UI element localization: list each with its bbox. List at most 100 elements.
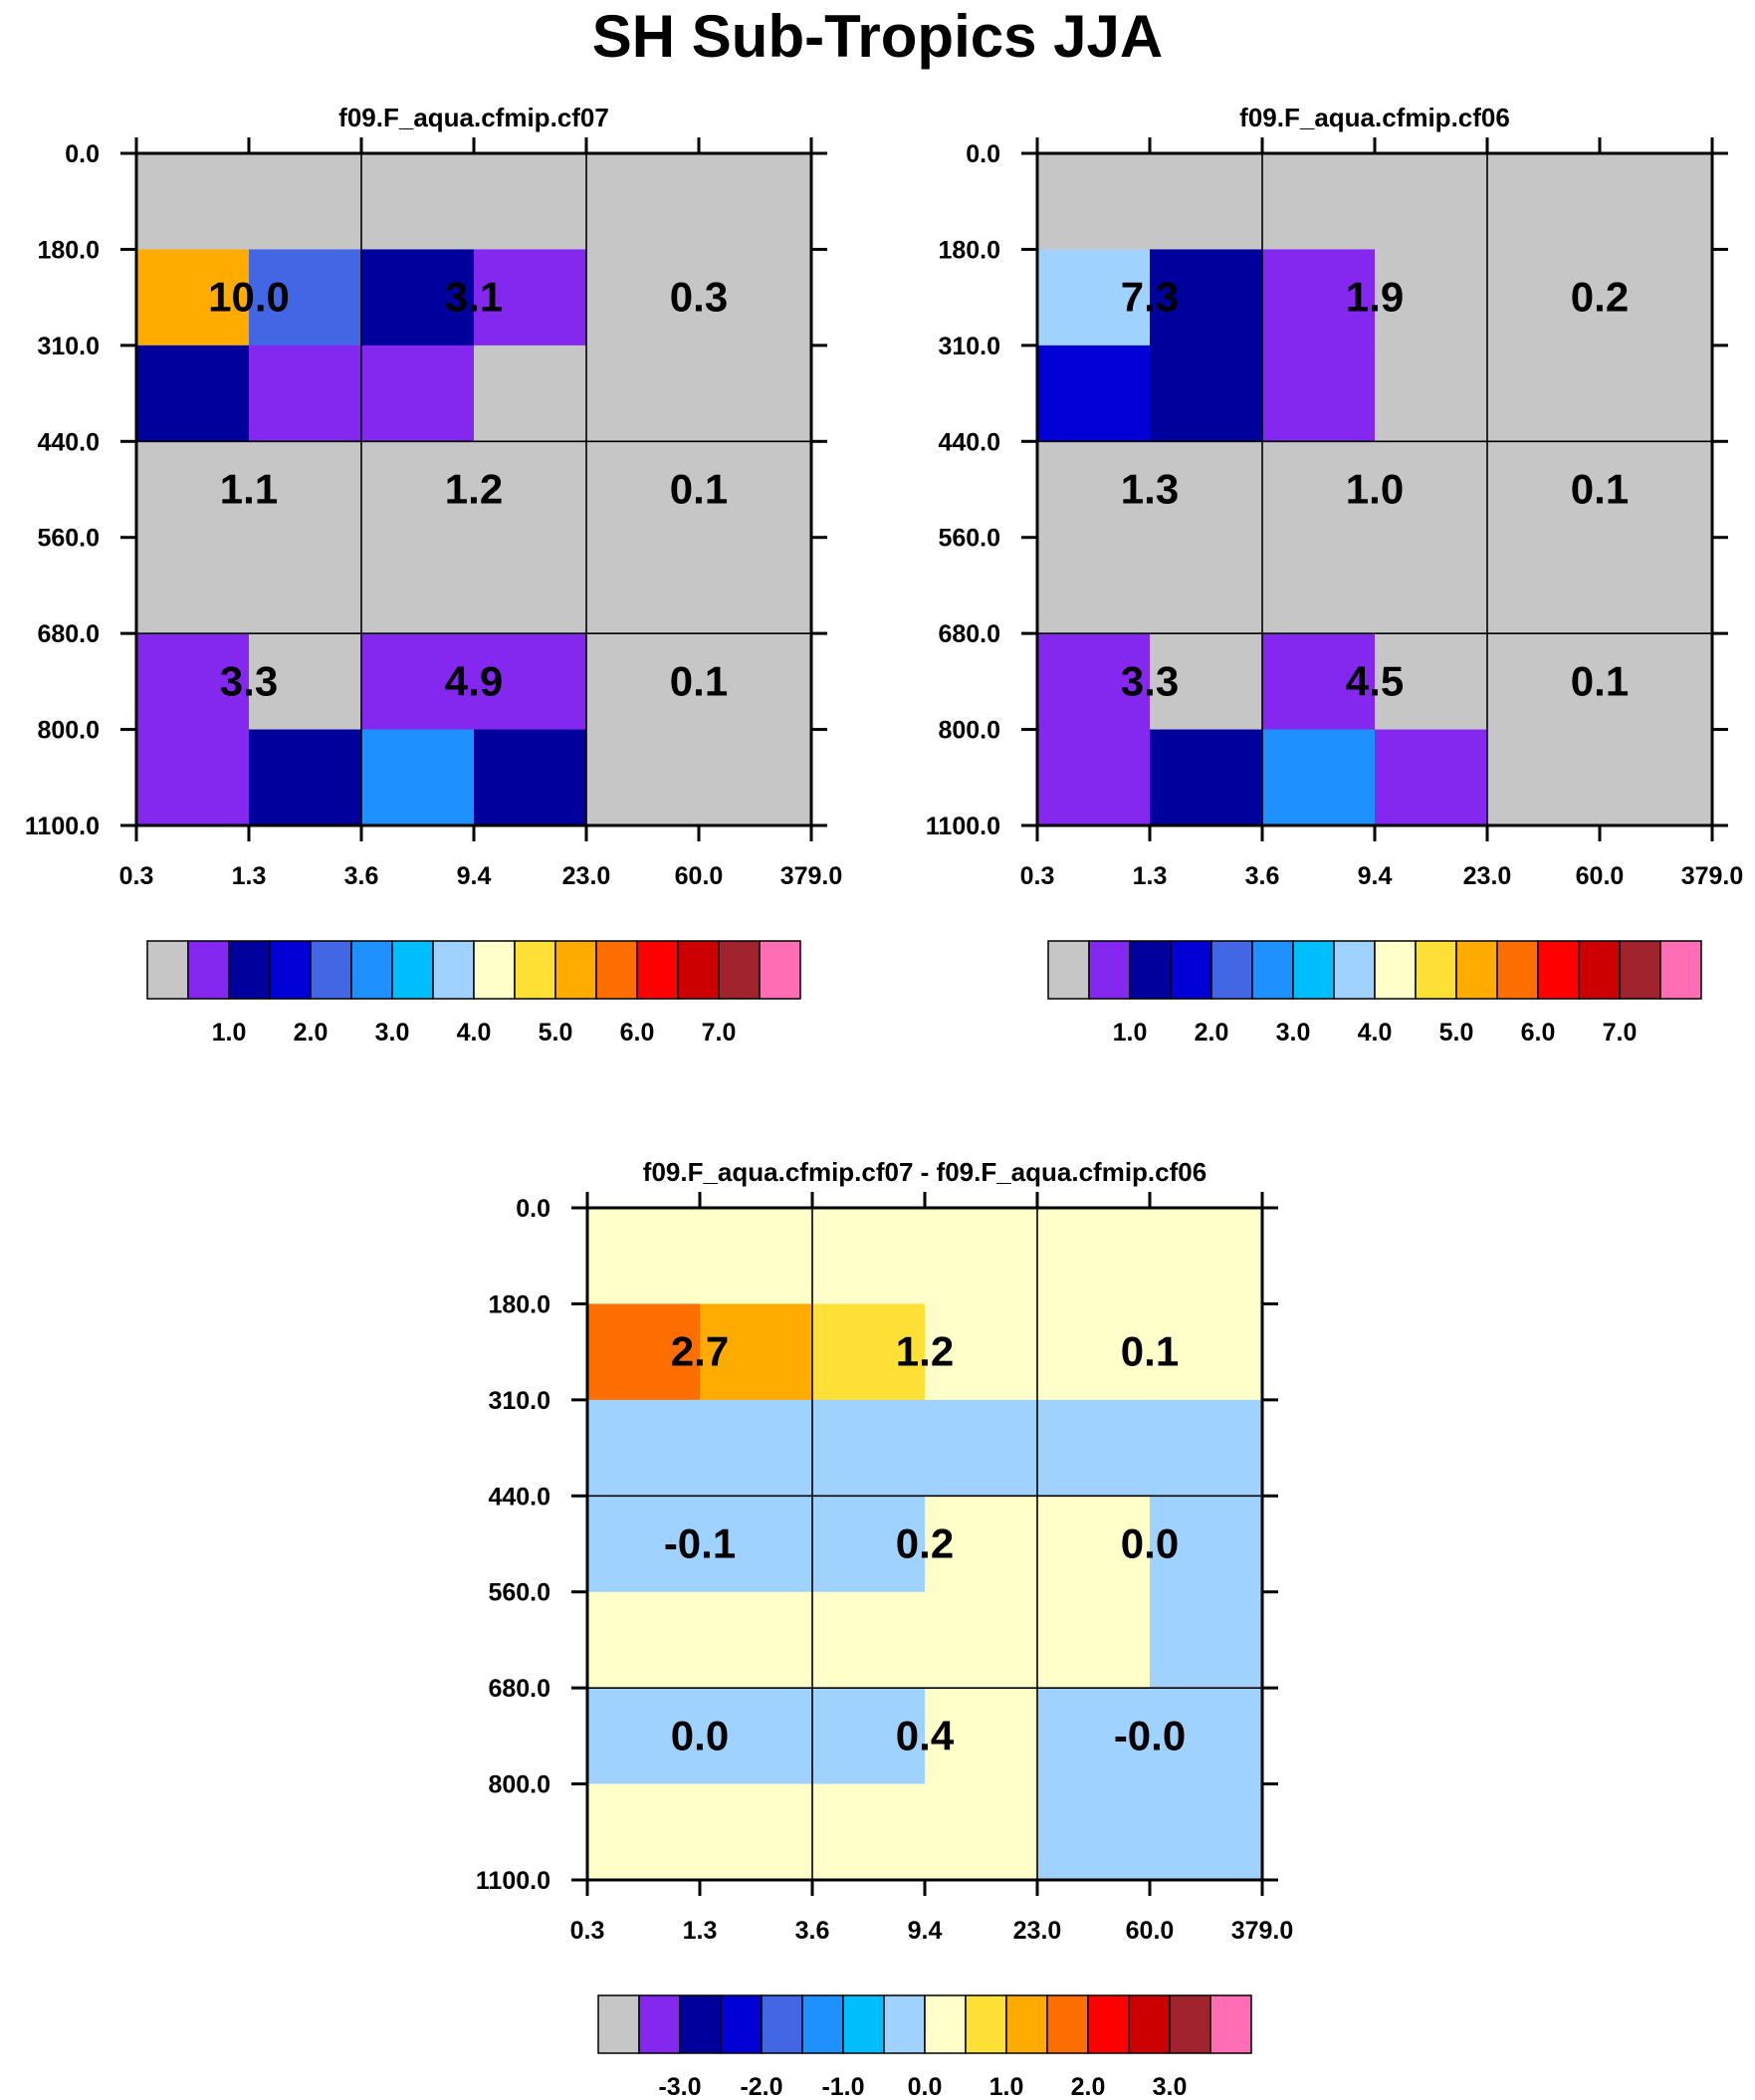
colorbar-box — [1129, 940, 1172, 1000]
colorbar-box — [636, 940, 679, 1000]
y-tick-label: 0.0 — [966, 140, 1000, 168]
y-tick-label: 180.0 — [938, 236, 1000, 264]
heatmap-cell — [474, 537, 587, 634]
panel-2: 0.3 1.3 3.6 9.4 23.0 60.0 379.0 0.0 180.0 310.0 44… — [926, 103, 1743, 1047]
colorbar-box — [1047, 940, 1090, 1000]
y-tick-label: 680.0 — [938, 620, 1000, 648]
colorbar-box — [1578, 940, 1621, 1000]
x-tick-label: 1.3 — [1133, 862, 1168, 890]
colorbar-box — [391, 940, 434, 1000]
colorbar-box — [842, 1994, 885, 2054]
heatmap-cell — [925, 1591, 1038, 1689]
colorbar-box — [554, 940, 597, 1000]
y-tick-label: 310.0 — [488, 1387, 550, 1415]
heatmap-cell — [249, 153, 362, 251]
heatmap-cell — [136, 441, 250, 539]
heatmap-cell — [587, 1591, 701, 1689]
colorbar-label: -3.0 — [658, 2073, 701, 2100]
heatmap-cell — [474, 729, 587, 826]
x-tick-label: 3.6 — [1245, 862, 1280, 890]
heatmap-cell — [1262, 345, 1376, 442]
heatmap-cell — [925, 1496, 1038, 1593]
heatmap-cell — [1037, 345, 1151, 442]
cell-value-label: 0.1 — [1571, 466, 1629, 513]
colorbar-box — [1169, 1994, 1211, 2054]
heatmap-cell — [136, 729, 250, 826]
heatmap-cell — [361, 537, 475, 634]
x-tick-label: 1.3 — [232, 862, 267, 890]
heatmap-cell — [249, 345, 362, 442]
x-tick-label: 60.0 — [1126, 1917, 1175, 1945]
heatmap-cell — [699, 729, 812, 826]
x-tick-label: 0.3 — [119, 862, 154, 890]
heatmap-cell — [1600, 249, 1713, 347]
y-tick-label: 1100.0 — [25, 813, 100, 840]
colorbar-label: 4.0 — [457, 1019, 492, 1047]
cell-value-label: 1.0 — [1346, 466, 1404, 513]
colorbar-box — [1415, 940, 1457, 1000]
heatmap-cell — [1037, 249, 1151, 347]
figure-title: SH Sub-Tropics JJA — [591, 3, 1164, 70]
panel-title: f09.F_aqua.cfmip.cf07 — [338, 103, 609, 132]
heatmap-cell — [1037, 729, 1151, 826]
heatmap-cell — [136, 153, 250, 251]
heatmap-cell — [587, 1783, 701, 1881]
heatmap-cell — [1375, 345, 1488, 442]
y-tick-label: 680.0 — [488, 1675, 550, 1703]
colorbar-box — [1374, 940, 1417, 1000]
heatmap-cell — [1150, 633, 1263, 731]
x-tick-label: 60.0 — [675, 862, 724, 890]
panel-1: 0.3 1.3 3.6 9.4 23.0 60.0 379.0 0.0 180.0 310.0 44… — [25, 103, 842, 1047]
cell-value-label: 0.1 — [1571, 657, 1629, 704]
colorbar-box — [1333, 940, 1376, 1000]
heatmap-cell — [700, 1496, 813, 1593]
y-tick-label: 680.0 — [37, 620, 100, 648]
heatmap-cell — [587, 1399, 701, 1497]
heatmap-cell — [249, 729, 362, 826]
cell-value-label: 0.0 — [1121, 1520, 1179, 1567]
cell-value-label: 0.3 — [670, 274, 728, 321]
cell-value-label: 1.1 — [220, 466, 278, 513]
cell-value-label: 4.5 — [1346, 657, 1404, 704]
colorbar-box — [146, 940, 189, 1000]
cell-value-label: -0.0 — [1114, 1712, 1186, 1758]
heatmap-cell — [1487, 537, 1601, 634]
colorbar-box — [718, 940, 761, 1000]
heatmap-cell — [361, 345, 475, 442]
heatmap-cell — [1375, 633, 1488, 731]
colorbar: -3.0 -2.0 -1.0 0.0 1.0 2.0 3.0 — [597, 1994, 1252, 2100]
heatmap-cell — [812, 1688, 926, 1785]
heatmap-cell — [1037, 153, 1151, 251]
cell-value-label: 3.3 — [1121, 657, 1179, 704]
heatmap-cell — [361, 153, 475, 251]
panel-3: 0.3 1.3 3.6 9.4 23.0 60.0 379.0 0.0 180.0 310.0 44… — [476, 1157, 1293, 2100]
colorbar-label: 1.0 — [212, 1019, 247, 1047]
heatmap-cell — [474, 345, 587, 442]
heatmap-cell — [1150, 729, 1263, 826]
panel-title: f09.F_aqua.cfmip.cf06 — [1239, 103, 1510, 132]
heatmap-cell — [1037, 441, 1151, 539]
heatmap-cell — [1150, 345, 1263, 442]
cell-value-label: 1.2 — [445, 466, 503, 513]
colorbar-box — [597, 1994, 640, 2054]
cell-value-label: 3.3 — [220, 657, 278, 704]
heatmap-cell — [812, 1303, 926, 1401]
colorbar-label: 5.0 — [1439, 1019, 1474, 1047]
heatmap-cell — [586, 441, 700, 539]
heatmap-cell — [474, 441, 587, 539]
y-tick-label: 560.0 — [938, 525, 1000, 553]
x-tick-label: 60.0 — [1576, 862, 1625, 890]
y-tick-label: 800.0 — [37, 717, 100, 745]
heatmap-cell — [1037, 537, 1151, 634]
colorbar: 1.0 2.0 3.0 4.0 5.0 6.0 7.0 — [146, 940, 801, 1047]
heatmap-cell — [361, 729, 475, 826]
heatmap-cell — [1150, 1496, 1263, 1593]
heatmap-cell — [1487, 633, 1601, 731]
colorbar-box — [638, 1994, 681, 2054]
heatmap-cell — [249, 249, 362, 347]
heatmap-cell — [1375, 249, 1488, 347]
colorbar-box — [473, 940, 516, 1000]
colorbar-box — [1251, 940, 1294, 1000]
heatmap-cell — [700, 1399, 813, 1497]
heatmap-cell — [587, 1303, 701, 1401]
